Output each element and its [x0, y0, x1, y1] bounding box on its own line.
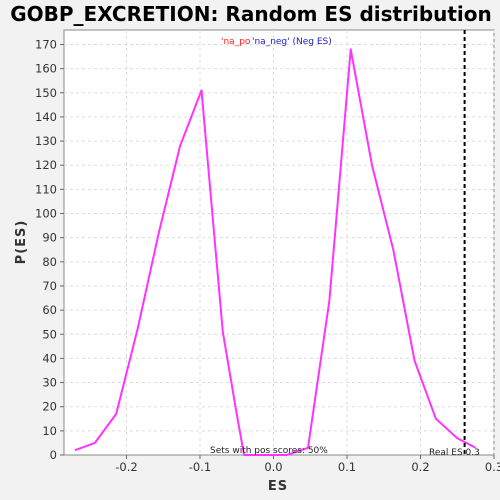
y-tick-label: 140	[35, 110, 57, 124]
x-axis-label: ES	[268, 479, 288, 494]
pos-scores-annotation: Sets with pos scores: 50%	[210, 446, 328, 456]
y-tick-label: 110	[35, 182, 57, 196]
y-tick-label: 10	[42, 424, 57, 438]
x-tick-label: -0.1	[189, 460, 211, 474]
y-tick-label: 80	[42, 255, 57, 269]
plot-area	[63, 29, 495, 456]
y-tick-label: 50	[42, 327, 57, 341]
y-tick-label: 40	[42, 351, 57, 365]
x-tick-label: 0.2	[411, 460, 429, 474]
y-tick-label: 20	[42, 400, 57, 414]
y-tick-label: 150	[35, 86, 57, 100]
x-tick-label: 0.3	[485, 460, 500, 474]
chart-title: GOBP_EXCRETION: Random ES distribution	[10, 2, 492, 26]
x-tick-label: 0.0	[264, 460, 282, 474]
grid	[64, 30, 495, 455]
y-axis: 0 10 20 30 40 50 60 70 80 90 100 110 120 130 140 150 160…	[35, 37, 64, 462]
x-axis: -0.2 -0.1 0.0 0.1 0.2 0.3	[115, 455, 500, 474]
y-tick-label: 120	[35, 158, 57, 172]
y-tick-label: 60	[42, 303, 57, 317]
y-tick-label: 160	[35, 62, 57, 76]
y-tick-label: 130	[35, 134, 57, 148]
y-tick-label: 70	[42, 279, 57, 293]
real-es-label: Real ES 0.3	[429, 448, 480, 458]
y-axis-label: P(ES)	[14, 220, 29, 265]
series-layer	[74, 48, 477, 456]
x-tick-label: 0.1	[338, 460, 356, 474]
y-tick-label: 0	[50, 448, 57, 462]
legend-entry-neg: 'na_neg' (Neg ES)	[252, 37, 332, 47]
y-tick-label: 100	[35, 207, 57, 221]
y-tick-label: 170	[35, 37, 57, 51]
legend-entry-pos: 'na_po	[221, 37, 251, 47]
series-line	[74, 48, 477, 456]
y-tick-label: 30	[42, 376, 57, 390]
y-tick-label: 90	[42, 231, 57, 245]
x-tick-label: -0.2	[115, 460, 137, 474]
